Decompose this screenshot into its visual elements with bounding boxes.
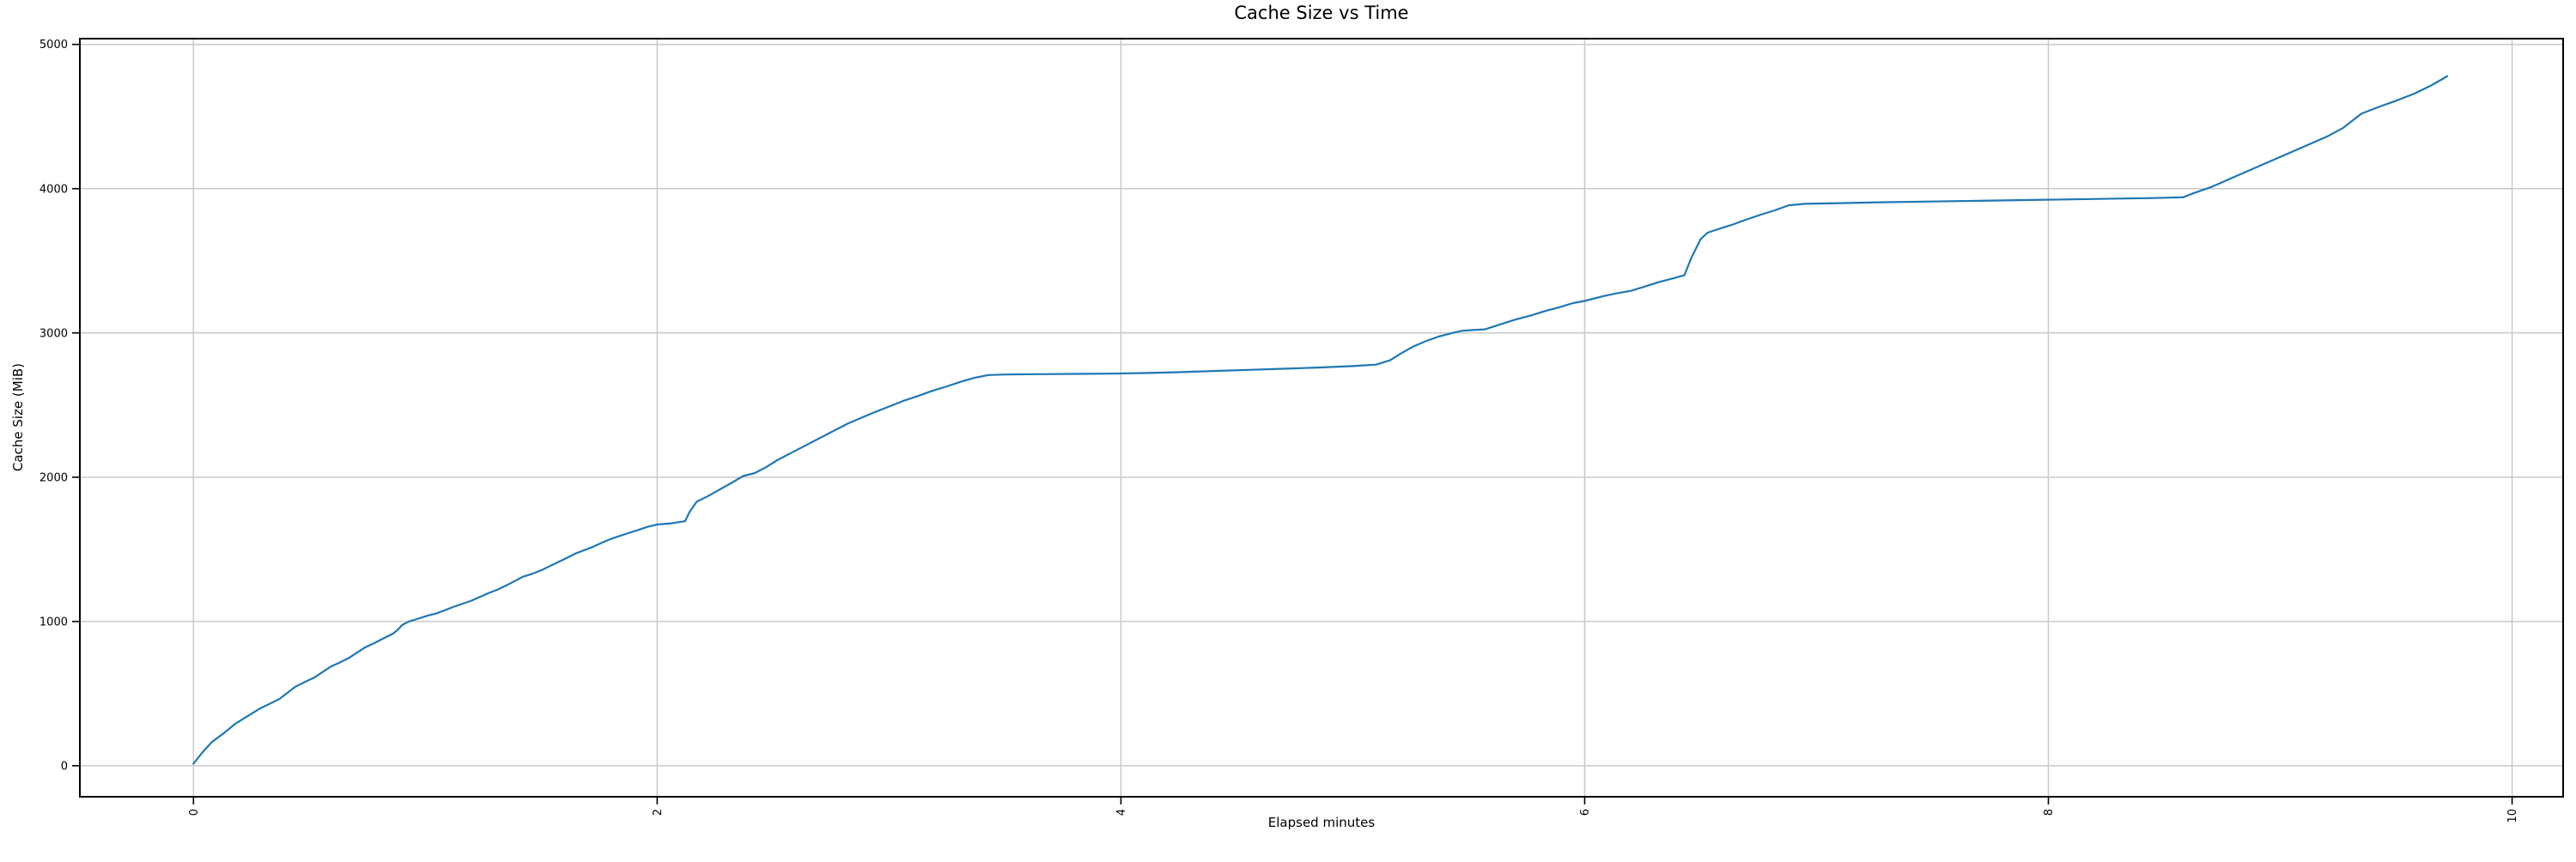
x-tick-label: 4 <box>1115 809 1128 816</box>
chart-title: Cache Size vs Time <box>1234 3 1409 23</box>
y-tick-label: 5000 <box>39 39 68 52</box>
y-tick-label: 1000 <box>39 616 68 628</box>
data-line-cache-size <box>192 75 2449 765</box>
y-tick-label: 2000 <box>39 471 68 484</box>
x-tick-label: 10 <box>2506 809 2519 823</box>
y-tick-label: 4000 <box>39 183 68 196</box>
y-tick-label: 3000 <box>39 327 68 340</box>
axes-frame <box>79 38 2564 798</box>
y-axis-label: Cache Size (MiB) <box>10 362 26 472</box>
y-tick-label: 0 <box>61 760 68 773</box>
x-tick-label: 6 <box>1579 809 1592 816</box>
x-tick-label: 8 <box>2043 809 2056 816</box>
x-tick-label: 2 <box>652 809 665 816</box>
x-axis-label: Elapsed minutes <box>1267 815 1376 830</box>
x-tick-label: 0 <box>188 809 201 816</box>
